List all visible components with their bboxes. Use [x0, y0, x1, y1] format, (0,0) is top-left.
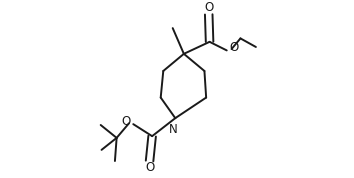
Text: O: O: [229, 41, 239, 54]
Text: O: O: [204, 1, 213, 14]
Text: N: N: [169, 123, 178, 136]
Text: O: O: [121, 115, 130, 128]
Text: O: O: [145, 161, 154, 174]
